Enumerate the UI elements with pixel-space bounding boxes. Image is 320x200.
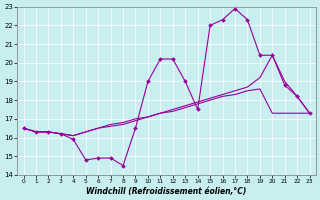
X-axis label: Windchill (Refroidissement éolien,°C): Windchill (Refroidissement éolien,°C)	[86, 187, 247, 196]
